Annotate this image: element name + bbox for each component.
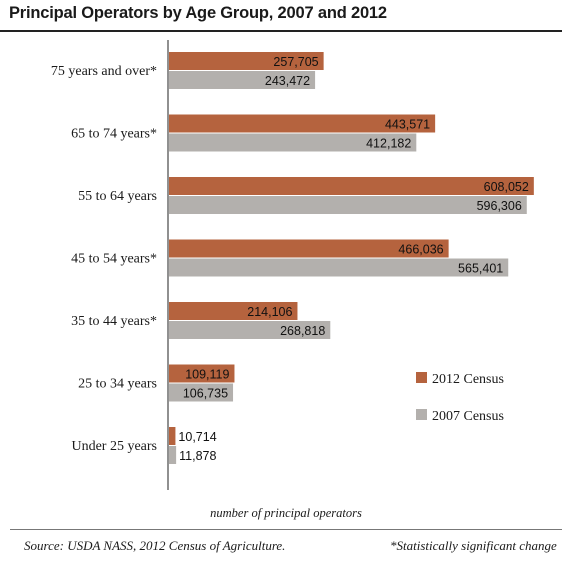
- data-label: 109,119: [185, 368, 229, 382]
- data-label: 106,735: [183, 387, 228, 401]
- bar-2007: [169, 71, 316, 89]
- legend-label: 2012 Census: [432, 372, 504, 387]
- data-label: 412,182: [366, 137, 411, 151]
- source-note: Source: USDA NASS, 2012 Census of Agricu…: [24, 538, 286, 553]
- category-label: 65 to 74 years*: [71, 127, 157, 142]
- bar-2007: [169, 383, 234, 402]
- bar-2007: [169, 258, 509, 277]
- data-label: 268,818: [280, 324, 325, 338]
- footer-rule: [10, 529, 562, 530]
- bar-2012: [169, 177, 534, 195]
- x-axis-label: number of principal operators: [210, 506, 362, 520]
- data-label: 214,106: [247, 305, 292, 319]
- bar-2012: [169, 364, 235, 383]
- bar-2007: [169, 196, 527, 214]
- category-label: 45 to 54 years*: [71, 252, 157, 267]
- chart-title: Principal Operators by Age Group, 2007 a…: [9, 4, 387, 22]
- data-label: 243,472: [265, 74, 310, 88]
- data-label: 466,036: [398, 243, 443, 257]
- data-label: 10,714: [178, 430, 216, 444]
- significance-note: *Statistically significant change: [390, 538, 557, 553]
- bar-2012: [169, 427, 176, 445]
- bar-2007: [169, 446, 177, 464]
- data-label: 596,306: [477, 199, 522, 213]
- category-label: 25 to 34 years: [78, 377, 157, 392]
- bar-2007: [169, 321, 331, 339]
- bar-2012: [169, 52, 324, 70]
- title-rule: [0, 30, 562, 32]
- category-label: 35 to 44 years*: [71, 314, 157, 329]
- bar-2007: [169, 133, 417, 152]
- data-label: 443,571: [385, 118, 430, 132]
- category-label: 55 to 64 years: [78, 189, 157, 204]
- legend-swatch: [416, 372, 427, 383]
- category-label: 75 years and over*: [51, 64, 157, 79]
- bar-2012: [169, 239, 449, 258]
- data-label: 565,401: [458, 262, 503, 276]
- category-labels: 75 years and over* 65 to 74 years* 55 to 6…: [51, 64, 157, 454]
- bar-2012: [169, 114, 436, 133]
- legend-swatch: [416, 409, 427, 420]
- category-label: Under 25 years: [71, 439, 157, 454]
- data-label: 608,052: [484, 180, 529, 194]
- data-label: 11,878: [179, 449, 216, 463]
- legend: 2012 Census 2007 Census: [416, 372, 504, 424]
- legend-label: 2007 Census: [432, 409, 504, 424]
- bars: 257,705 243,472 443,571 412,182 608,052 596,3…: [169, 52, 534, 464]
- data-label: 257,705: [273, 55, 318, 69]
- bar-2012: [169, 302, 298, 320]
